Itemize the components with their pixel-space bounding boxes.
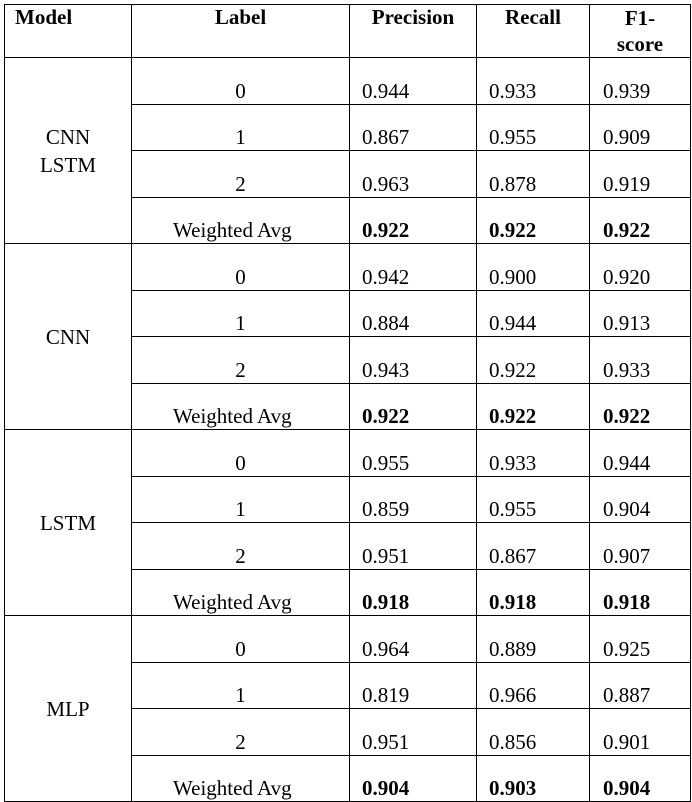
table-row: 2 0.951 0.867 0.907 — [5, 522, 691, 570]
header-recall: Recall — [476, 4, 590, 58]
class-label: 1 — [131, 289, 350, 337]
precision-value: 0.955 — [349, 429, 477, 477]
recall-value: 0.922 — [476, 196, 590, 244]
precision-value: 0.904 — [349, 754, 477, 802]
f1-score-value: 0.920 — [589, 243, 691, 291]
table-row: Weighted Avg 0.918 0.918 0.918 — [5, 568, 691, 616]
recall-value: 0.933 — [476, 429, 590, 477]
precision-value: 0.944 — [349, 57, 477, 105]
class-label: 2 — [131, 522, 350, 570]
header-row: Model Label Precision Recall F1- score — [4, 4, 691, 58]
recall-value: 0.889 — [476, 615, 590, 663]
table-row: 1 0.859 0.955 0.904 — [5, 475, 691, 523]
f1-score-value: 0.909 — [589, 103, 691, 151]
recall-value: 0.922 — [476, 382, 590, 430]
class-label: 1 — [131, 661, 350, 709]
class-label: 0 — [131, 243, 350, 291]
f1-score-value: 0.939 — [589, 57, 691, 105]
class-label: 0 — [131, 57, 350, 105]
class-label: 0 — [131, 615, 350, 663]
f1-score-value: 0.918 — [589, 568, 691, 616]
precision-value: 0.963 — [349, 150, 477, 198]
table-body: CNN LSTM 0 0.944 0.933 0.939 1 0.867 0.955 0.909 2… — [4, 57, 691, 802]
header-model: Model — [4, 4, 132, 58]
table-row: LSTM 0 0.955 0.933 0.944 — [4, 429, 691, 616]
precision-value: 0.819 — [349, 661, 477, 709]
precision-value: 0.922 — [349, 196, 477, 244]
class-label: 1 — [131, 103, 350, 151]
weighted-avg-label: Weighted Avg — [131, 568, 350, 616]
recall-value: 0.903 — [476, 754, 590, 802]
recall-value: 0.955 — [476, 475, 590, 523]
recall-value: 0.933 — [476, 57, 590, 105]
table-row: Weighted Avg 0.922 0.922 0.922 — [5, 382, 691, 430]
f1-score-value: 0.944 — [589, 429, 691, 477]
recall-value: 0.966 — [476, 661, 590, 709]
precision-value: 0.964 — [349, 615, 477, 663]
f1-score-value: 0.901 — [589, 708, 691, 756]
class-label: 0 — [131, 429, 350, 477]
recall-value: 0.878 — [476, 150, 590, 198]
table-row: 2 0.963 0.878 0.919 — [5, 150, 691, 198]
f1-score-value: 0.922 — [589, 382, 691, 430]
recall-value: 0.900 — [476, 243, 590, 291]
class-label: 2 — [131, 708, 350, 756]
recall-value: 0.918 — [476, 568, 590, 616]
precision-value: 0.918 — [349, 568, 477, 616]
precision-value: 0.942 — [349, 243, 477, 291]
precision-value: 0.867 — [349, 103, 477, 151]
recall-value: 0.922 — [476, 336, 590, 384]
weighted-avg-label: Weighted Avg — [131, 382, 350, 430]
precision-value: 0.943 — [349, 336, 477, 384]
recall-value: 0.867 — [476, 522, 590, 570]
f1-score-value: 0.907 — [589, 522, 691, 570]
model-name-cell: LSTM — [4, 429, 132, 616]
header-f1-score: F1- score — [589, 4, 691, 58]
model-name-cell: MLP — [4, 615, 132, 802]
model-name: CNN — [45, 124, 91, 149]
class-label: 2 — [131, 150, 350, 198]
precision-value: 0.884 — [349, 289, 477, 337]
header-precision: Precision — [349, 4, 477, 58]
table-row: Weighted Avg 0.922 0.922 0.922 — [5, 196, 691, 244]
f1-score-value: 0.919 — [589, 150, 691, 198]
table-row: 2 0.943 0.922 0.933 — [5, 336, 691, 384]
model-name: LSTM — [39, 510, 96, 535]
precision-value: 0.859 — [349, 475, 477, 523]
f1-score-value: 0.904 — [589, 754, 691, 802]
f1-score-value: 0.933 — [589, 336, 691, 384]
f1-score-value: 0.913 — [589, 289, 691, 337]
model-name-cell: CNN LSTM — [4, 57, 132, 244]
model-name-cell: CNN — [4, 243, 132, 430]
model-name: LSTM — [39, 152, 96, 177]
header-label: Label — [131, 4, 350, 58]
table-row: CNN 0 0.942 0.900 0.920 — [4, 243, 691, 430]
recall-value: 0.856 — [476, 708, 590, 756]
model-name: MLP — [46, 696, 90, 721]
weighted-avg-label: Weighted Avg — [131, 196, 350, 244]
model-name: CNN — [45, 324, 91, 349]
weighted-avg-label: Weighted Avg — [131, 754, 350, 802]
header-f1-line2: score — [616, 32, 664, 56]
precision-value: 0.951 — [349, 708, 477, 756]
header-f1-line1: F1- — [624, 6, 656, 30]
class-label: 1 — [131, 475, 350, 523]
table-row: MLP 0 0.964 0.889 0.925 — [4, 615, 691, 802]
results-table: Model Label Precision Recall F1- score C… — [4, 4, 691, 802]
precision-value: 0.951 — [349, 522, 477, 570]
class-label: 2 — [131, 336, 350, 384]
recall-value: 0.955 — [476, 103, 590, 151]
precision-value: 0.922 — [349, 382, 477, 430]
recall-value: 0.944 — [476, 289, 590, 337]
f1-score-value: 0.922 — [589, 196, 691, 244]
table-row: 2 0.951 0.856 0.901 — [5, 708, 691, 756]
table-row: CNN LSTM 0 0.944 0.933 0.939 — [4, 57, 691, 244]
f1-score-value: 0.925 — [589, 615, 691, 663]
f1-score-value: 0.904 — [589, 475, 691, 523]
f1-score-value: 0.887 — [589, 661, 691, 709]
table-row: 1 0.867 0.955 0.909 — [5, 103, 691, 151]
